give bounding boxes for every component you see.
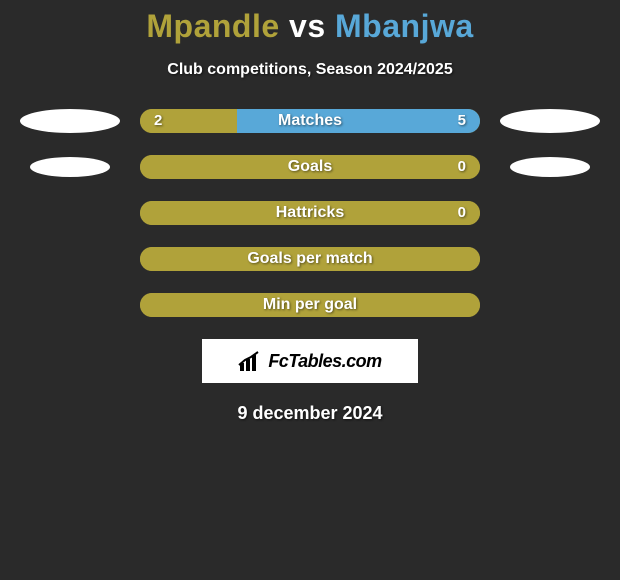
stat-bar: Min per goal	[140, 293, 480, 317]
left-placeholder-slot	[20, 109, 120, 133]
bar-label: Goals per match	[140, 247, 480, 271]
subtitle: Club competitions, Season 2024/2025	[0, 61, 620, 79]
bar-label: Min per goal	[140, 293, 480, 317]
comparison-row: Goals per match	[0, 247, 620, 271]
stat-bar: Hattricks0	[140, 201, 480, 225]
comparison-row: Min per goal	[0, 293, 620, 317]
bar-value-right: 0	[458, 201, 466, 225]
bar-label: Goals	[140, 155, 480, 179]
placeholder-ellipse	[20, 109, 120, 133]
placeholder-ellipse	[500, 109, 600, 133]
vs-text: vs	[289, 8, 326, 44]
bar-label: Matches	[140, 109, 480, 133]
bar-label: Hattricks	[140, 201, 480, 225]
branding-text: FcTables.com	[268, 351, 381, 372]
player1-name: Mpandle	[146, 8, 279, 44]
stat-bar: Goals per match	[140, 247, 480, 271]
branding-inner: FcTables.com	[238, 351, 381, 372]
comparison-row: Hattricks0	[0, 201, 620, 225]
right-placeholder-slot	[500, 157, 600, 177]
date-text: 9 december 2024	[0, 403, 620, 424]
chart-icon	[238, 351, 264, 371]
player2-name: Mbanjwa	[335, 8, 474, 44]
right-placeholder-slot	[500, 109, 600, 133]
comparison-row: 2Matches5	[0, 109, 620, 133]
left-placeholder-slot	[20, 157, 120, 177]
branding-box: FcTables.com	[202, 339, 418, 383]
page-title: Mpandle vs Mbanjwa	[0, 8, 620, 45]
comparison-row: Goals0	[0, 155, 620, 179]
bar-value-right: 5	[458, 109, 466, 133]
stat-bar: Goals0	[140, 155, 480, 179]
placeholder-ellipse	[30, 157, 110, 177]
stat-bar: 2Matches5	[140, 109, 480, 133]
comparison-rows: 2Matches5Goals0Hattricks0Goals per match…	[0, 109, 620, 317]
main-container: Mpandle vs Mbanjwa Club competitions, Se…	[0, 0, 620, 424]
placeholder-ellipse	[510, 157, 590, 177]
bar-value-right: 0	[458, 155, 466, 179]
